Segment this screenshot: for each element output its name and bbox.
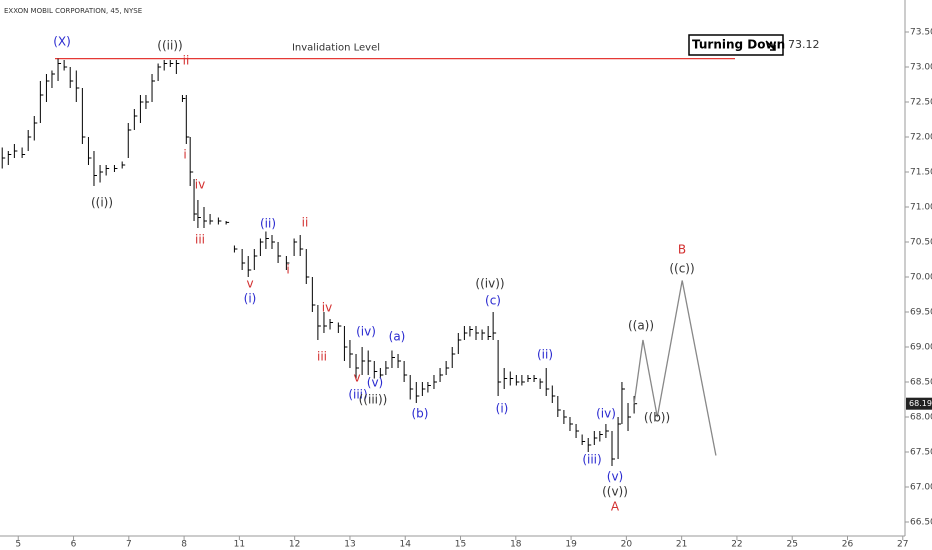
x-tick-label: 18 (510, 540, 522, 550)
x-tick-label: 8 (181, 540, 187, 550)
x-tick-label: 20 (621, 540, 633, 550)
chart-title: EXXON MOBIL CORPORATION, 45, NYSE (4, 7, 142, 15)
wave-label: ((b)) (644, 411, 670, 425)
x-tick-label: 6 (71, 540, 77, 550)
x-tick-label: 14 (400, 540, 412, 550)
wave-label: v (246, 277, 253, 291)
x-tick-label: 25 (786, 540, 797, 550)
invalidation-value: 73.12 (788, 38, 820, 51)
x-tick-label: 12 (289, 540, 300, 550)
x-tick-label: 13 (344, 540, 355, 550)
wave-label: i (286, 263, 289, 277)
projection-line (633, 280, 717, 456)
wave-label: (ii) (260, 217, 276, 231)
wave-label: (i) (496, 402, 509, 416)
wave-label: (iii) (348, 388, 367, 402)
wave-label: ((i)) (91, 196, 113, 210)
y-tick-label: 72.00 (910, 133, 932, 143)
wave-label: (c) (485, 294, 501, 308)
last-price-tag (906, 397, 932, 410)
y-tick-label: 73.50 (910, 28, 932, 38)
wave-label: ((ii)) (157, 39, 182, 53)
x-tick-label: 27 (897, 540, 908, 550)
wave-label: (v) (607, 470, 623, 484)
y-tick-label: 72.50 (910, 98, 932, 108)
wave-label: v (353, 371, 360, 385)
y-tick-label: 70.50 (910, 238, 932, 248)
wave-label: B (678, 243, 686, 257)
wave-label: i (183, 148, 186, 162)
y-tick-label: 73.00 (910, 63, 932, 73)
y-tick-label: 69.50 (910, 308, 932, 318)
wave-label: ((iii)) (359, 393, 388, 407)
y-tick-label: 68.50 (910, 378, 932, 388)
wave-label: A (611, 500, 620, 514)
y-tick-label: 71.00 (910, 203, 932, 213)
wave-label: ((iv)) (475, 277, 504, 291)
y-tick-label: 67.50 (910, 448, 932, 458)
x-tick-label: 11 (234, 540, 245, 550)
y-tick-label: 67.00 (910, 483, 932, 493)
wave-label: ii (183, 54, 190, 68)
x-tick-label: 7 (126, 540, 132, 550)
wave-label: iii (195, 233, 205, 247)
wave-label: (iv) (596, 407, 616, 421)
callout-text: Turning Down (692, 38, 785, 52)
wave-label: (v) (367, 376, 383, 390)
x-tick-label: 22 (731, 540, 742, 550)
wave-label: (iii) (582, 453, 601, 467)
x-tick-label: 19 (565, 540, 577, 550)
y-tick-label: 66.50 (910, 518, 932, 528)
y-tick-label: 68.00 (910, 413, 932, 423)
wave-label: (a) (389, 330, 406, 344)
wave-label: (X) (53, 35, 71, 49)
wave-label: ((c)) (669, 262, 694, 276)
wave-label: iv (195, 178, 205, 192)
wave-label: (iv) (356, 325, 376, 339)
wave-label: (b) (412, 407, 429, 421)
callout-box (688, 34, 784, 56)
x-tick-label: 15 (455, 540, 466, 550)
wave-label: (ii) (537, 348, 553, 362)
y-tick-label: 70.00 (910, 273, 932, 283)
wave-label: ((v)) (602, 485, 628, 499)
y-tick-label: 69.00 (910, 343, 932, 353)
invalidation-label: Invalidation Level (292, 43, 380, 54)
wave-label: iii (317, 350, 327, 364)
callout-arrow (765, 40, 776, 51)
x-tick-label: 21 (676, 540, 687, 550)
wave-label: (i) (244, 292, 257, 306)
wave-label: iv (322, 301, 332, 315)
last-price-label: 68.19 (909, 399, 932, 408)
wave-label: ii (302, 216, 309, 230)
y-tick-label: 71.50 (910, 168, 932, 178)
x-tick-label: 5 (15, 540, 21, 550)
wave-label: ((a)) (628, 319, 654, 333)
x-tick-label: 26 (842, 540, 854, 550)
